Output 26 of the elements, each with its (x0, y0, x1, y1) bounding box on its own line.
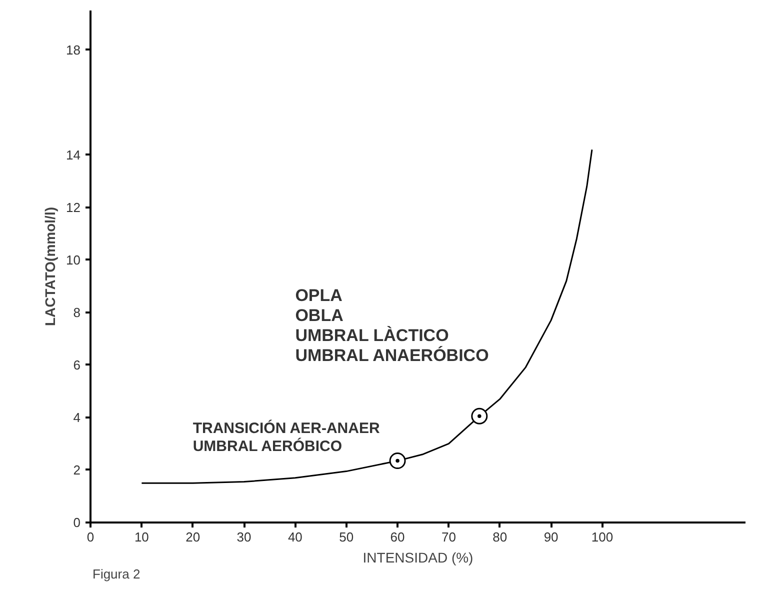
x-tick-label: 20 (186, 530, 200, 544)
y-axis-title: LACTATO(mmol/l) (42, 206, 58, 326)
x-tick-label: 40 (288, 530, 302, 544)
x-tick-label: 10 (134, 530, 149, 544)
y-tick-label: 18 (66, 42, 81, 58)
x-tick-label: 50 (339, 530, 354, 544)
annotation: TRANSICIÓN AER-ANAER UMBRAL AERÓBICO (192, 419, 380, 455)
y-tick-label: 0 (73, 515, 81, 530)
x-tick-label: 0 (86, 530, 94, 544)
y-tick-label: 10 (66, 252, 81, 268)
y-tick-label: 14 (66, 147, 81, 162)
x-axis-title: INTENSIDAD (%) (362, 550, 474, 566)
y-tick-label: 4 (73, 410, 81, 425)
x-tick-label: 60 (390, 530, 405, 544)
x-tick-label: 90 (544, 530, 558, 544)
y-tick-label: 8 (73, 304, 81, 320)
y-tick-label: 12 (66, 200, 81, 215)
y-tick-label: 6 (73, 357, 81, 372)
x-tick-label: 80 (492, 530, 508, 544)
annotation: OPLA OBLA UMBRAL LÀCTICO UMBRAL ANAERÓBICO (295, 286, 489, 366)
line-series (140, 148, 593, 484)
x-tick-label: 30 (236, 530, 252, 544)
x-tick-label: 100 (591, 530, 614, 544)
y-tick-label: 2 (73, 462, 81, 478)
x-tick-label: 70 (441, 530, 456, 544)
text: Figura 2 (92, 566, 140, 582)
